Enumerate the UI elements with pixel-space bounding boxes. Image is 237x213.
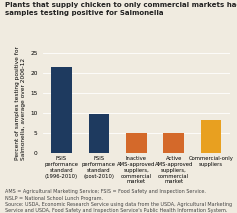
Y-axis label: Percent of samples testing positive for
Salmonella, average over 2006-12: Percent of samples testing positive for … (15, 46, 26, 160)
Bar (201, 120, 221, 153)
Bar (126, 133, 146, 153)
Bar (89, 114, 109, 153)
Bar (51, 67, 72, 153)
Bar (164, 133, 184, 153)
Text: AMS = Agricultural Marketing Service; FSIS = Food Safety and Inspection Service.: AMS = Agricultural Marketing Service; FS… (5, 189, 232, 213)
Text: Plants that supply chicken to only commercial markets had a higher percentage of: Plants that supply chicken to only comme… (5, 2, 237, 16)
